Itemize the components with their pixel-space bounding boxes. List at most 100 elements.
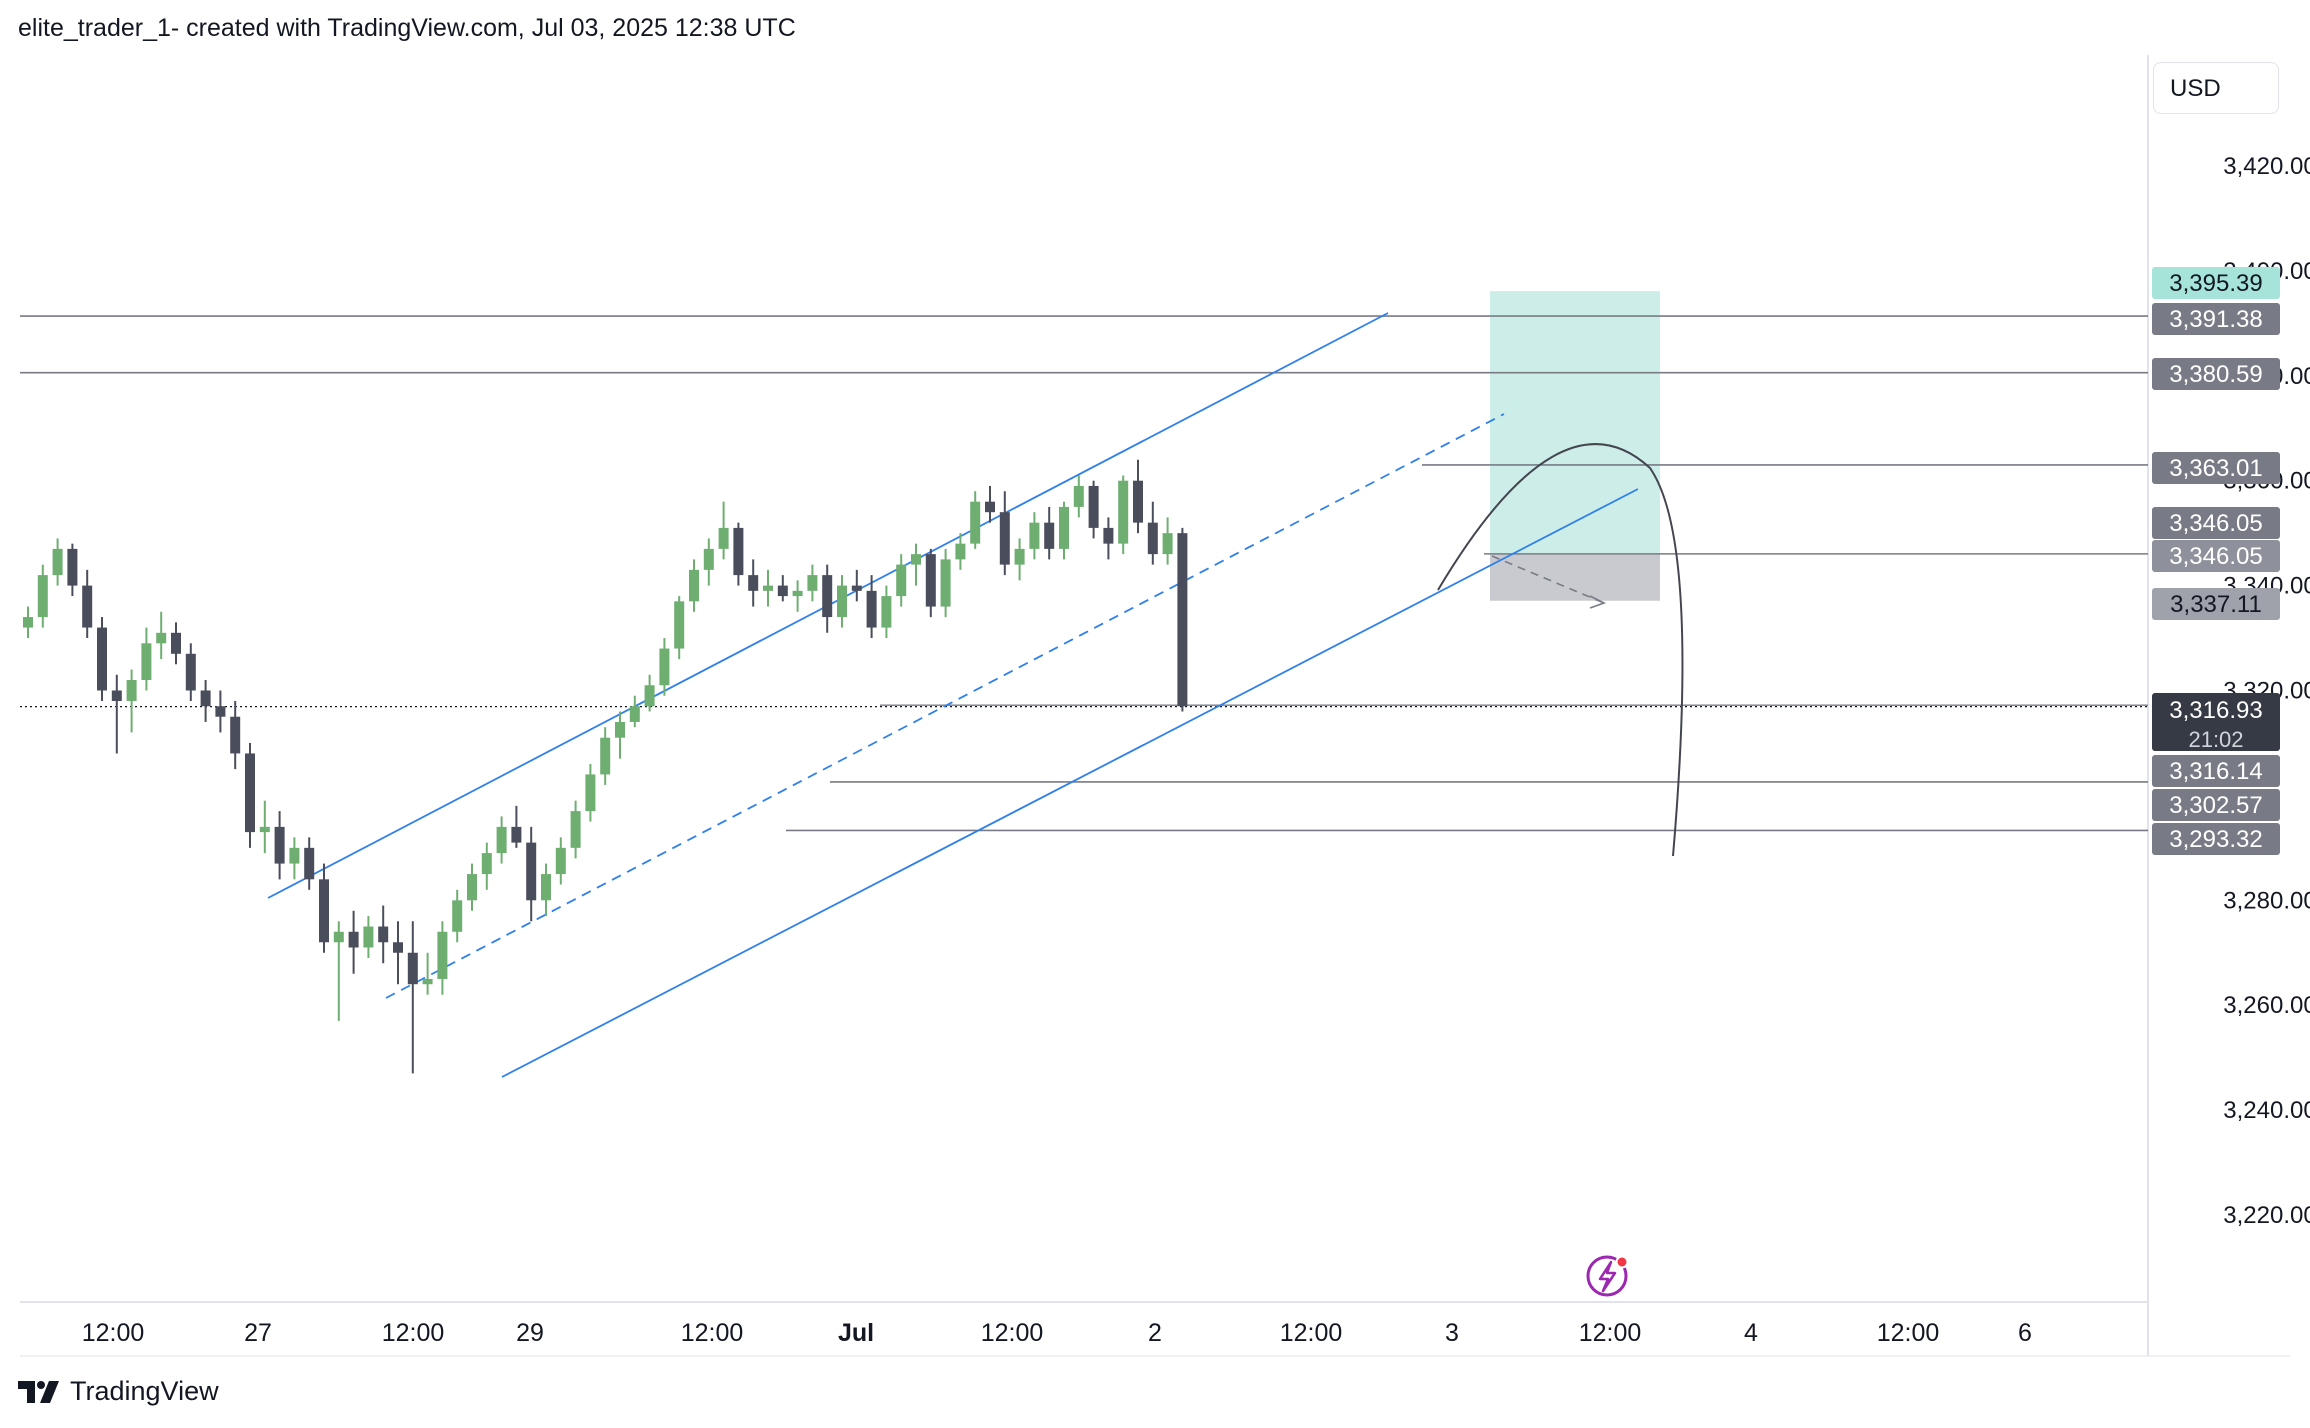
- candle-body[interactable]: [659, 648, 670, 686]
- candle-body[interactable]: [1044, 522, 1055, 549]
- price-tag-level[interactable]: [2152, 452, 2280, 484]
- candle-body[interactable]: [1118, 480, 1129, 544]
- candle-body[interactable]: [67, 548, 78, 586]
- price-tag-level[interactable]: [2152, 789, 2280, 821]
- candle-body[interactable]: [703, 548, 714, 570]
- currency-selector[interactable]: USD: [2153, 62, 2279, 114]
- candle-body[interactable]: [985, 501, 995, 513]
- candle-body[interactable]: [37, 575, 48, 618]
- candle-body[interactable]: [763, 585, 773, 591]
- candle-body[interactable]: [881, 596, 892, 628]
- candle-body[interactable]: [807, 575, 818, 591]
- candle-body[interactable]: [1059, 506, 1069, 549]
- candle-body[interactable]: [748, 575, 759, 591]
- candle-body[interactable]: [644, 685, 655, 707]
- candle-body[interactable]: [585, 774, 596, 812]
- price-tag-level[interactable]: [2152, 303, 2280, 335]
- candle-body[interactable]: [1088, 485, 1099, 528]
- candle-body[interactable]: [156, 632, 167, 644]
- candle-body[interactable]: [896, 564, 907, 597]
- candle-body[interactable]: [467, 874, 477, 901]
- candle-body[interactable]: [422, 978, 433, 985]
- price-tag-target[interactable]: [2152, 267, 2280, 299]
- projection-curve[interactable]: [1437, 443, 1684, 857]
- candle-body[interactable]: [200, 690, 211, 707]
- candle-body[interactable]: [378, 926, 389, 943]
- candle-body[interactable]: [333, 931, 344, 943]
- candle-body[interactable]: [851, 585, 862, 591]
- candle-body[interactable]: [348, 931, 359, 948]
- candle-body[interactable]: [452, 900, 463, 932]
- candle-body[interactable]: [97, 627, 107, 691]
- candle-body[interactable]: [1162, 533, 1173, 555]
- candle-body[interactable]: [674, 601, 685, 649]
- candle-body[interactable]: [792, 590, 803, 597]
- stop-zone[interactable]: [1490, 553, 1660, 601]
- candle-body[interactable]: [511, 826, 522, 843]
- candle-body[interactable]: [689, 569, 699, 602]
- candle-body[interactable]: [111, 690, 122, 701]
- candle-body[interactable]: [1147, 522, 1158, 555]
- candle-body[interactable]: [496, 826, 507, 854]
- candle-body[interactable]: [393, 942, 403, 953]
- tradingview-logo[interactable]: TradingView: [18, 1376, 219, 1407]
- candle-body[interactable]: [52, 548, 63, 576]
- candle-body[interactable]: [866, 590, 877, 628]
- candle-body[interactable]: [718, 527, 729, 549]
- candle-body[interactable]: [319, 879, 329, 943]
- candle-body[interactable]: [1177, 533, 1188, 707]
- candle-body[interactable]: [407, 952, 418, 985]
- candle-body[interactable]: [999, 512, 1010, 565]
- candle-body[interactable]: [777, 585, 788, 597]
- price-tag-level[interactable]: [2152, 823, 2280, 855]
- candle-body[interactable]: [629, 706, 640, 722]
- candle-body[interactable]: [259, 826, 270, 833]
- candle-body[interactable]: [940, 559, 951, 607]
- candle-body[interactable]: [570, 811, 581, 848]
- candle-body[interactable]: [822, 575, 833, 618]
- lightning-icon[interactable]: [1586, 1255, 1629, 1297]
- candle-body[interactable]: [955, 543, 966, 560]
- channel-lower-line[interactable]: [501, 488, 1639, 1078]
- candle-body[interactable]: [215, 706, 226, 717]
- candle-body[interactable]: [274, 826, 285, 864]
- price-tag-level[interactable]: [2152, 755, 2280, 787]
- candle-body[interactable]: [126, 680, 137, 701]
- price-tag-level[interactable]: [2152, 358, 2280, 390]
- candle-body[interactable]: [911, 554, 921, 565]
- candle-body[interactable]: [615, 721, 625, 738]
- candle-body[interactable]: [23, 617, 33, 628]
- candle-body[interactable]: [185, 653, 196, 691]
- candle-body[interactable]: [171, 632, 181, 654]
- candle-body[interactable]: [555, 847, 566, 875]
- channel-median-line[interactable]: [385, 413, 1505, 999]
- target-zone[interactable]: [1490, 291, 1660, 554]
- candle-body[interactable]: [230, 716, 241, 754]
- candle-body[interactable]: [304, 847, 315, 880]
- candle-body[interactable]: [526, 842, 537, 901]
- candle-body[interactable]: [481, 853, 492, 875]
- candle-body[interactable]: [141, 643, 152, 681]
- candle-body[interactable]: [289, 847, 300, 864]
- candle-body[interactable]: [82, 585, 93, 628]
- projection-arrow[interactable]: [1491, 555, 1605, 604]
- candle-body[interactable]: [970, 501, 981, 544]
- candle-body[interactable]: [733, 527, 744, 576]
- price-tag-level[interactable]: [2152, 507, 2280, 539]
- price-tag-stop[interactable]: [2152, 588, 2280, 620]
- candle-body[interactable]: [363, 926, 374, 948]
- candle-body[interactable]: [1073, 485, 1084, 507]
- candle-body[interactable]: [600, 737, 611, 775]
- candle-body[interactable]: [1029, 522, 1040, 549]
- price-tag-entry[interactable]: [2152, 540, 2280, 572]
- candle-body[interactable]: [837, 585, 847, 618]
- price-tag-last-price[interactable]: [2152, 693, 2280, 751]
- candle-body[interactable]: [1103, 527, 1114, 544]
- candle-body[interactable]: [1133, 480, 1143, 523]
- candle-body[interactable]: [541, 874, 551, 901]
- candle-body[interactable]: [1014, 548, 1025, 565]
- candle-body[interactable]: [925, 554, 936, 607]
- candle-body[interactable]: [245, 753, 255, 833]
- candle-body[interactable]: [437, 931, 448, 979]
